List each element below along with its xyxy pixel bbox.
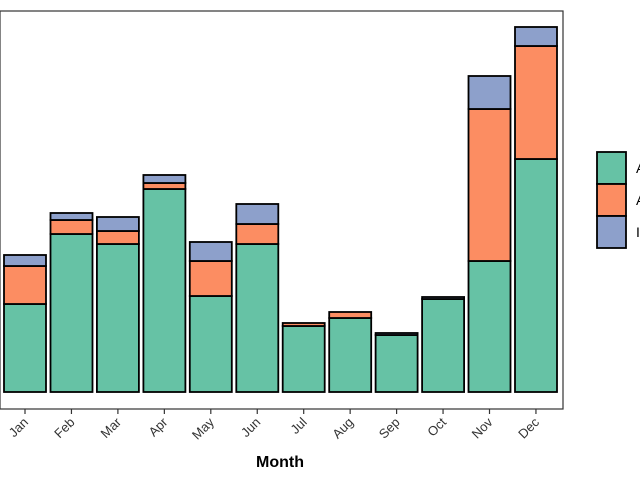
x-tick-label: Oct [424,414,449,439]
bar-segment-feb-series-1 [49,233,94,393]
bar-segment-nov-series-3 [467,75,512,110]
bar-segment-nov-series-2 [467,108,512,262]
bar-segment-jun-series-2 [235,223,280,245]
bar-segment-jul-series-1 [281,325,326,393]
legend-key-series-3 [596,215,627,249]
bar-segment-jul-series-2 [281,322,326,327]
bar-segment-apr-series-3 [142,174,187,184]
x-axis-label: Month [256,454,304,471]
bar-segment-mar-series-3 [96,216,140,232]
x-tick-label: Jun [238,415,263,440]
bar-segment-mar-series-1 [96,243,140,393]
bar-segment-jun-series-3 [235,203,280,225]
legend-label-series-1: A [636,160,640,176]
bar-segment-aug-series-1 [328,317,373,393]
x-tick-label: Jul [287,414,309,436]
bar-segment-feb-series-2 [49,219,94,235]
bar-segment-feb-series-3 [49,212,94,221]
bar-segment-oct-series-3 [421,296,466,300]
x-tick-label: Dec [515,414,542,441]
bar-segment-sep-series-1 [374,334,419,393]
bar-segment-jan-series-1 [3,303,47,393]
bar-segment-may-series-1 [188,295,233,393]
bar-segment-dec-series-1 [514,158,558,393]
bar-segment-may-series-3 [188,241,233,262]
bar-segment-dec-series-2 [514,45,558,160]
bar-segment-jan-series-3 [3,254,47,267]
bar-segment-aug-series-2 [328,311,373,319]
legend-label-series-3: I [636,224,640,240]
x-tick-label: Sep [376,415,403,442]
bar-segment-mar-series-2 [96,230,140,245]
legend-key-series-2 [596,183,627,217]
bar-segment-dec-series-3 [514,26,558,47]
bar-segment-may-series-2 [188,260,233,297]
bar-segment-jun-series-1 [235,243,280,393]
legend-label-series-2: A [636,192,640,208]
x-tick-label: Mar [98,414,125,441]
bar-segment-apr-series-1 [142,188,187,393]
bar-segment-nov-series-1 [467,260,512,393]
bar-segment-oct-series-1 [421,298,466,393]
x-tick-label: May [189,414,217,442]
x-tick-label: Nov [469,414,496,441]
x-tick-label: Feb [51,415,77,441]
x-tick-label: Jan [6,415,31,440]
bar-segment-sep-series-3 [374,332,419,336]
bar-segment-jan-series-2 [3,265,47,305]
legend-key-series-1 [596,151,627,185]
x-tick-label: Apr [146,414,171,439]
x-tick-label: Aug [329,415,356,442]
